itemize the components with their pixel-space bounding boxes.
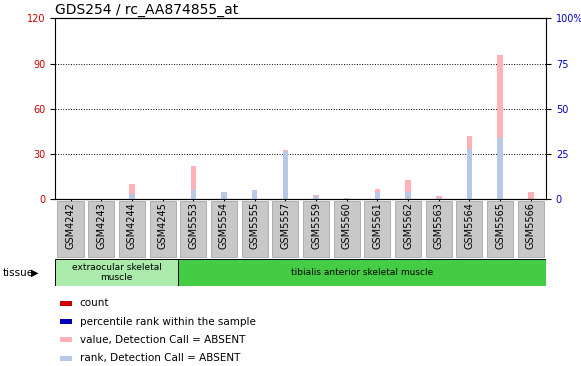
Text: GSM5561: GSM5561 [372, 202, 382, 249]
Bar [467, 149, 472, 199]
FancyBboxPatch shape [426, 201, 452, 257]
FancyBboxPatch shape [487, 201, 513, 257]
Bar [344, 198, 349, 199]
FancyBboxPatch shape [457, 201, 482, 257]
Text: extraocular skeletal
muscle: extraocular skeletal muscle [71, 263, 162, 282]
Text: GSM4244: GSM4244 [127, 202, 137, 249]
Text: GDS254 / rc_AA874855_at: GDS254 / rc_AA874855_at [55, 3, 238, 17]
Text: GSM5557: GSM5557 [280, 202, 290, 249]
Bar [60, 356, 73, 361]
FancyBboxPatch shape [364, 201, 390, 257]
Text: value, Detection Call = ABSENT: value, Detection Call = ABSENT [80, 335, 245, 345]
Bar [282, 150, 288, 199]
Text: GSM5559: GSM5559 [311, 202, 321, 249]
FancyBboxPatch shape [395, 201, 421, 257]
FancyBboxPatch shape [303, 201, 329, 257]
Bar [129, 194, 135, 199]
Text: rank, Detection Call = ABSENT: rank, Detection Call = ABSENT [80, 353, 240, 363]
Bar [467, 136, 472, 199]
Text: count: count [80, 298, 109, 308]
Bar [497, 138, 503, 199]
Text: GSM5553: GSM5553 [188, 202, 198, 249]
FancyBboxPatch shape [88, 201, 114, 257]
Bar [191, 166, 196, 199]
Text: GSM5554: GSM5554 [219, 202, 229, 249]
Bar [528, 192, 533, 199]
Bar [375, 189, 380, 199]
Bar [375, 192, 380, 199]
Bar [406, 192, 411, 199]
Bar [344, 198, 349, 199]
Bar [282, 150, 288, 199]
FancyBboxPatch shape [333, 201, 360, 257]
Bar [191, 190, 196, 199]
FancyBboxPatch shape [119, 201, 145, 257]
Bar [406, 180, 411, 199]
Bar [221, 192, 227, 199]
Text: GSM5565: GSM5565 [495, 202, 505, 249]
Bar [252, 190, 257, 199]
Text: GSM5563: GSM5563 [434, 202, 444, 249]
Text: GSM5560: GSM5560 [342, 202, 352, 249]
Bar [221, 192, 227, 199]
Text: tibialis anterior skeletal muscle: tibialis anterior skeletal muscle [291, 268, 433, 277]
Bar [60, 301, 73, 306]
FancyBboxPatch shape [149, 201, 175, 257]
Text: percentile rank within the sample: percentile rank within the sample [80, 317, 256, 326]
Text: GSM5564: GSM5564 [464, 202, 475, 249]
Bar [60, 319, 73, 324]
Bar [497, 55, 503, 199]
Text: GSM4245: GSM4245 [157, 202, 167, 249]
Bar [313, 195, 319, 199]
Bar [129, 184, 135, 199]
Bar [313, 196, 319, 199]
Text: GSM5555: GSM5555 [250, 202, 260, 249]
Bar [436, 197, 442, 199]
FancyBboxPatch shape [242, 201, 268, 257]
Text: GSM5562: GSM5562 [403, 202, 413, 249]
Bar [252, 190, 257, 199]
FancyBboxPatch shape [58, 201, 84, 257]
Text: GSM4242: GSM4242 [66, 202, 76, 249]
Bar [178, 259, 546, 286]
Text: ▶: ▶ [31, 268, 38, 278]
FancyBboxPatch shape [518, 201, 544, 257]
Text: GSM5566: GSM5566 [526, 202, 536, 249]
Bar [55, 259, 178, 286]
Text: tissue: tissue [3, 268, 34, 278]
Bar [436, 198, 442, 199]
Text: GSM4243: GSM4243 [96, 202, 106, 249]
FancyBboxPatch shape [272, 201, 299, 257]
Bar [60, 337, 73, 342]
FancyBboxPatch shape [180, 201, 206, 257]
FancyBboxPatch shape [211, 201, 237, 257]
